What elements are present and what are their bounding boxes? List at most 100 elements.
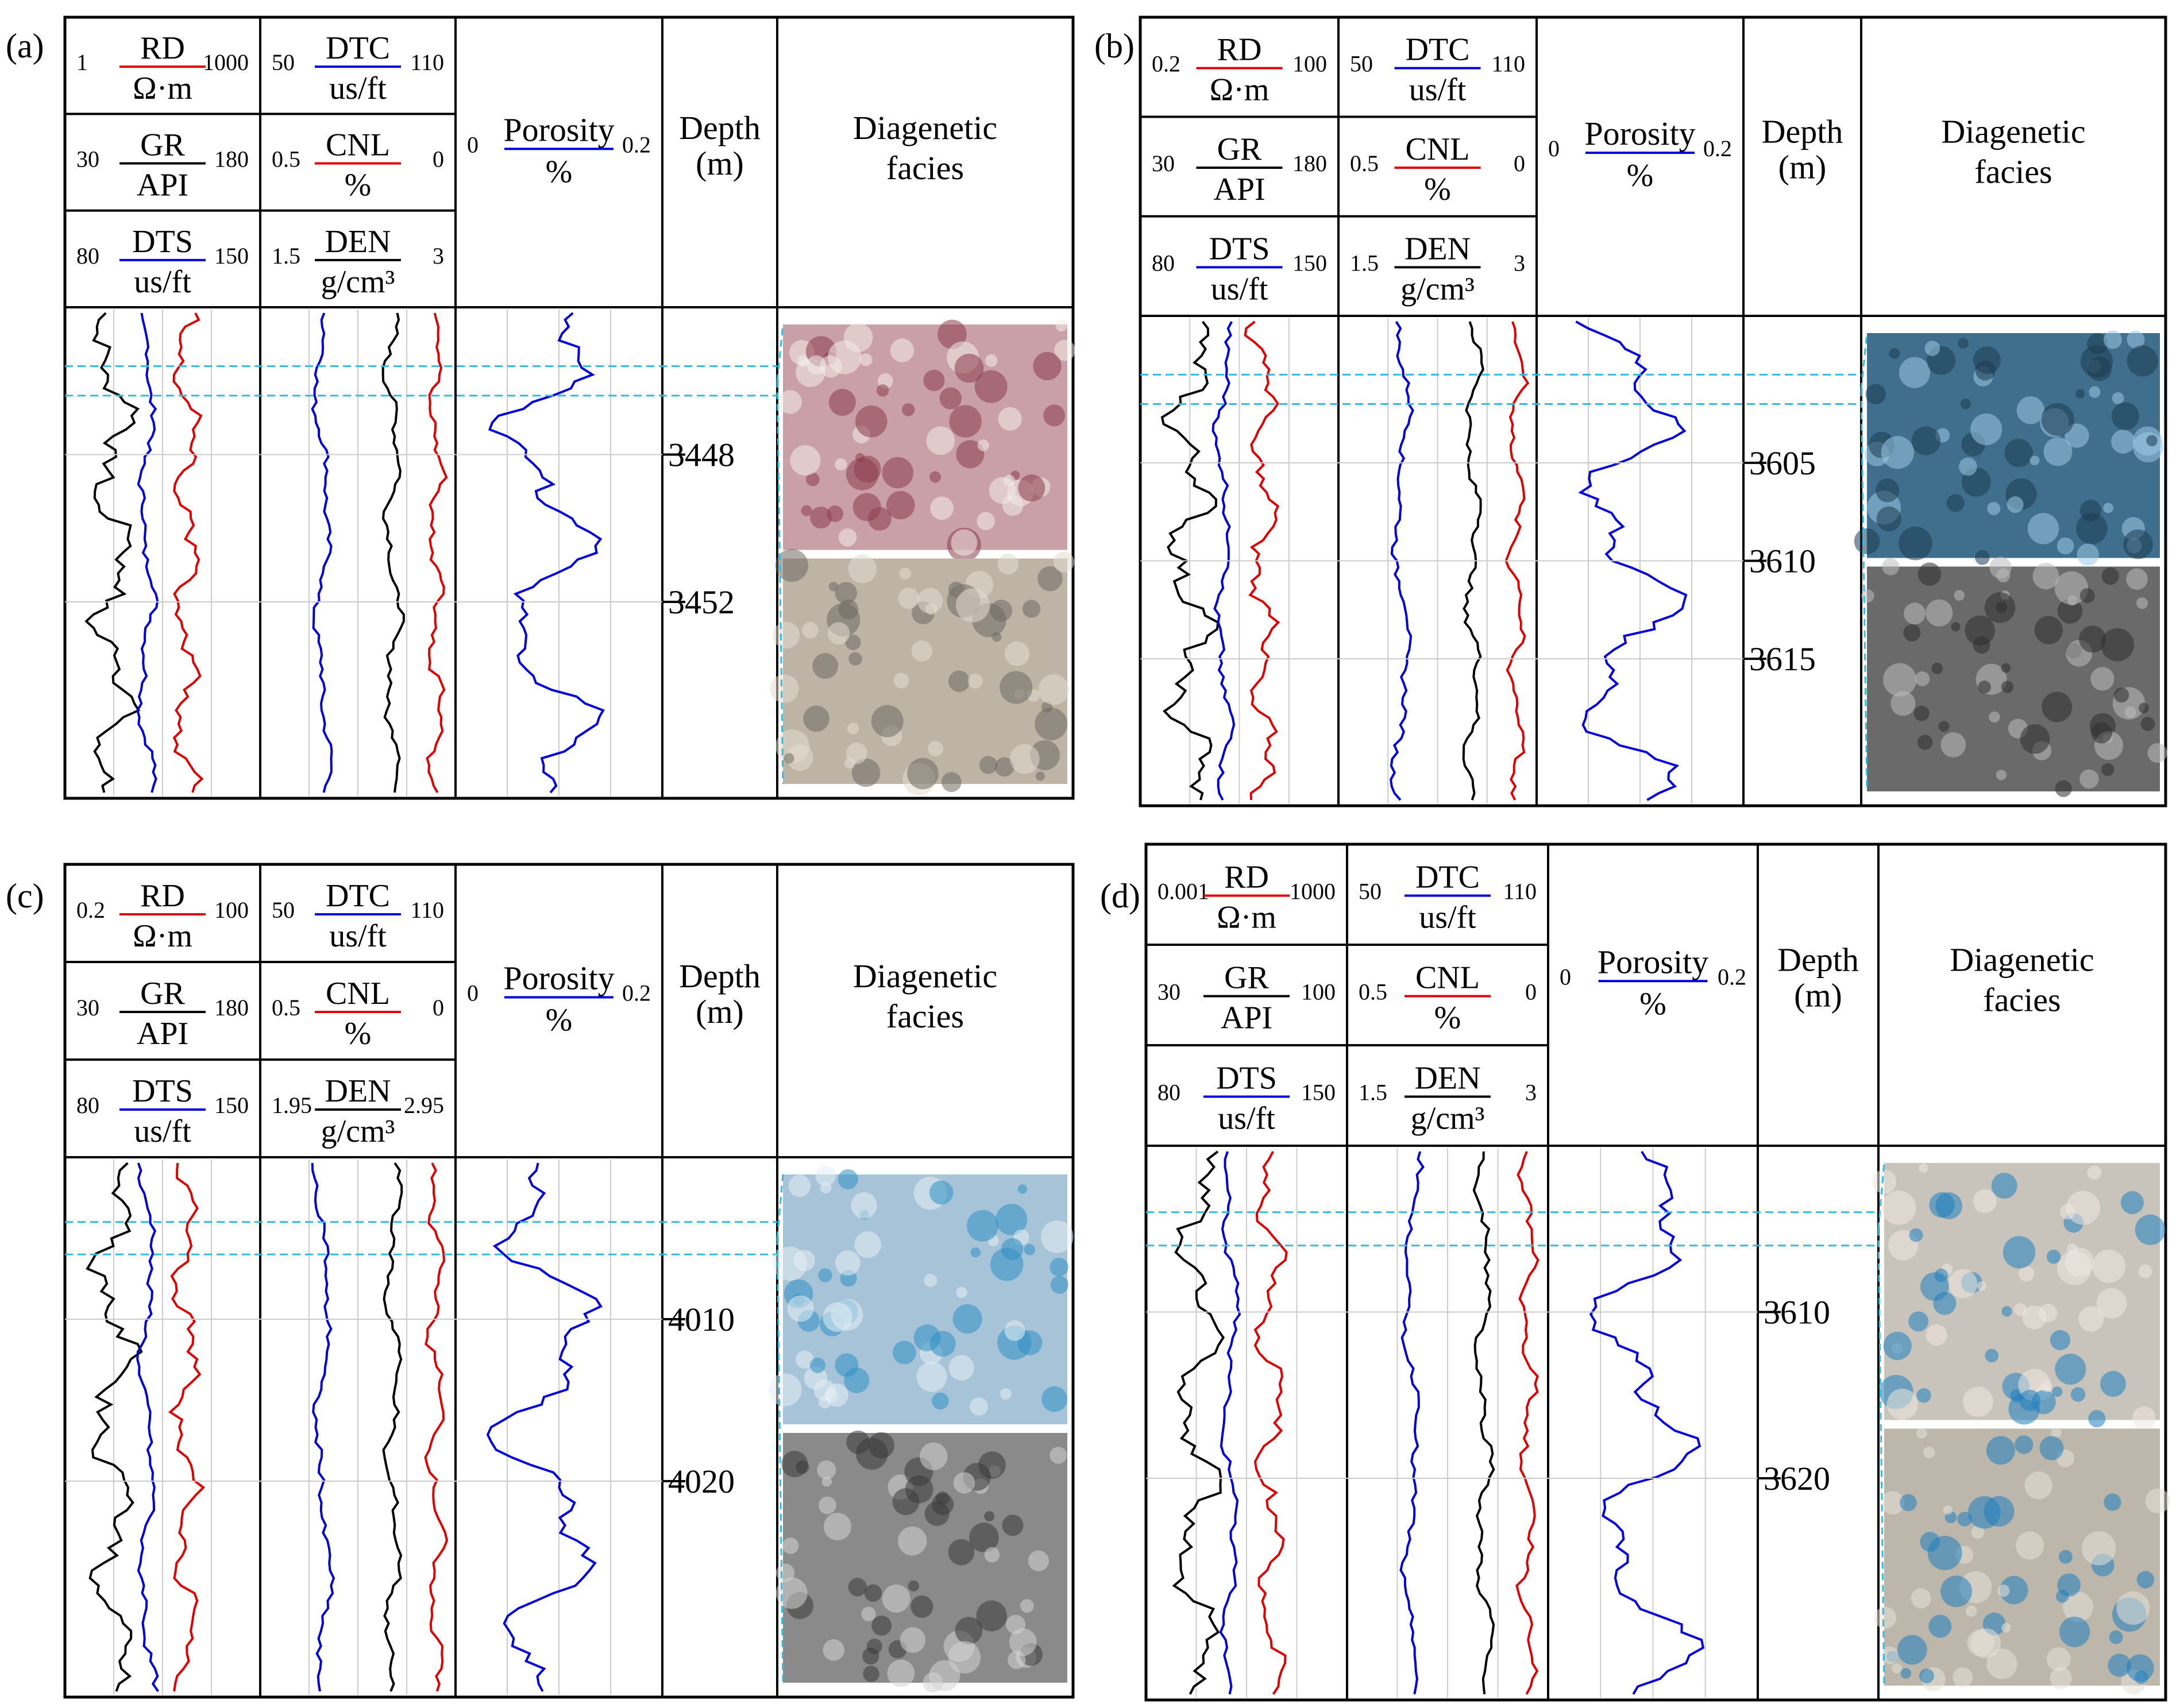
photo-texture <box>2108 1653 2131 1677</box>
rd-min: 0.2 <box>76 897 105 923</box>
depth-label: 3615 <box>1749 640 1816 678</box>
photo-texture <box>2046 1249 2061 1264</box>
photo-texture <box>835 1250 861 1276</box>
gr-min: 30 <box>76 146 99 172</box>
photo-texture <box>1004 641 1030 666</box>
cnl-curve <box>424 1162 449 1692</box>
depth-label: 4010 <box>668 1301 735 1338</box>
photo-texture <box>1881 1491 1905 1515</box>
photo-texture <box>1028 1550 1049 1571</box>
photo-texture <box>2007 496 2024 513</box>
gr-name: GR <box>140 127 185 163</box>
photo-texture <box>1010 744 1040 774</box>
dts-curve <box>1219 1151 1241 1695</box>
photo-texture <box>2136 1571 2155 1589</box>
dts-max: 150 <box>214 243 249 269</box>
facies-header: Diagenetic <box>1950 941 2094 979</box>
photo-texture <box>1900 1494 1917 1512</box>
porosity-max: 0.2 <box>622 980 651 1006</box>
photo-texture <box>848 652 862 666</box>
porosity-max: 0.2 <box>1703 136 1732 161</box>
panel-frame <box>63 16 1075 800</box>
cnl-name: CNL <box>1406 132 1470 167</box>
photo-texture <box>2103 330 2122 349</box>
gr-max: 100 <box>1301 979 1336 1005</box>
photo-texture <box>953 1472 975 1494</box>
dtc-min: 50 <box>1359 879 1382 905</box>
photo-texture <box>2081 1531 2116 1566</box>
photo-texture <box>897 1526 927 1556</box>
photo-texture <box>1978 681 1991 694</box>
photo-texture <box>851 758 881 787</box>
depth-label: 3452 <box>668 583 735 621</box>
dts-max: 150 <box>1292 250 1327 276</box>
rd-min: 0.2 <box>1152 51 1180 77</box>
photo-texture <box>1872 1169 1897 1194</box>
photo-texture <box>854 1231 881 1258</box>
depth-label: 3448 <box>668 436 735 474</box>
photo-texture <box>1911 1588 1931 1609</box>
photo-texture <box>901 403 915 416</box>
photo-texture <box>1924 341 1940 356</box>
porosity-curve <box>1589 1150 1705 1695</box>
photo-texture <box>1883 663 1917 697</box>
gr-max: 180 <box>1292 150 1327 176</box>
photo-texture <box>2111 402 2140 430</box>
photo-texture <box>2104 1493 2121 1511</box>
photo-texture <box>2090 667 2115 691</box>
photo-texture <box>2076 512 2108 544</box>
photo-texture <box>2001 1306 2012 1317</box>
photo-texture <box>2055 1590 2069 1603</box>
porosity-unit: % <box>546 154 573 190</box>
photo-texture <box>871 1616 892 1636</box>
cnl-unit: % <box>345 1016 372 1052</box>
photo-texture <box>2092 1249 2126 1283</box>
photo-texture <box>2059 1616 2090 1648</box>
den-min: 1.5 <box>1359 1080 1387 1106</box>
photo-texture <box>1931 662 1943 674</box>
photo-texture <box>1881 436 1914 469</box>
photo-texture <box>823 1302 852 1332</box>
photo-texture <box>2079 625 2106 653</box>
dtc-min: 50 <box>272 49 295 75</box>
photo-texture <box>1904 602 1926 625</box>
photo-texture <box>898 588 920 609</box>
photo-texture <box>769 1373 802 1406</box>
den-min: 1.5 <box>1350 250 1379 276</box>
photo-texture <box>1055 319 1067 332</box>
photo-texture <box>1986 1648 2017 1679</box>
photo-texture <box>1874 1606 1896 1629</box>
rd-min: 0.001 <box>1157 879 1209 905</box>
dtc-max: 110 <box>1491 51 1525 77</box>
depth-label: 4020 <box>668 1463 735 1500</box>
depth-header: Depth <box>679 957 761 995</box>
photo-texture <box>2052 1386 2063 1397</box>
dts-min: 80 <box>1157 1080 1180 1106</box>
facies-header: Diagenetic <box>853 109 997 146</box>
photo-texture <box>2029 455 2040 466</box>
photo-texture <box>1943 1505 1953 1515</box>
panel-c: (c) RD Ω·m 0.2 100 GR API 30 180 DTS us/ft 80 150 DTC… <box>6 863 1075 1699</box>
photo-texture <box>2056 537 2074 555</box>
porosity-unit: % <box>1639 986 1666 1022</box>
photo-texture <box>2051 1427 2062 1438</box>
photo-texture <box>1024 1244 1036 1255</box>
photo-texture <box>1037 566 1063 592</box>
rd-name: RD <box>1217 32 1262 68</box>
photo-texture <box>838 528 857 547</box>
depth-label: 3610 <box>1764 1294 1830 1331</box>
porosity-min: 0 <box>467 980 479 1006</box>
photo-texture <box>835 582 858 604</box>
photo-texture <box>2031 1390 2056 1415</box>
gr-curve <box>1172 1150 1225 1695</box>
dts-min: 80 <box>1152 250 1175 276</box>
den-curve <box>381 312 405 793</box>
photo-texture <box>1038 674 1069 705</box>
photo-texture <box>1940 732 1966 758</box>
photo-texture <box>974 370 1008 403</box>
photo-texture <box>1033 351 1062 381</box>
photo-texture <box>900 1627 926 1653</box>
photo-texture <box>2063 1591 2093 1622</box>
photo-texture <box>1913 705 1930 721</box>
